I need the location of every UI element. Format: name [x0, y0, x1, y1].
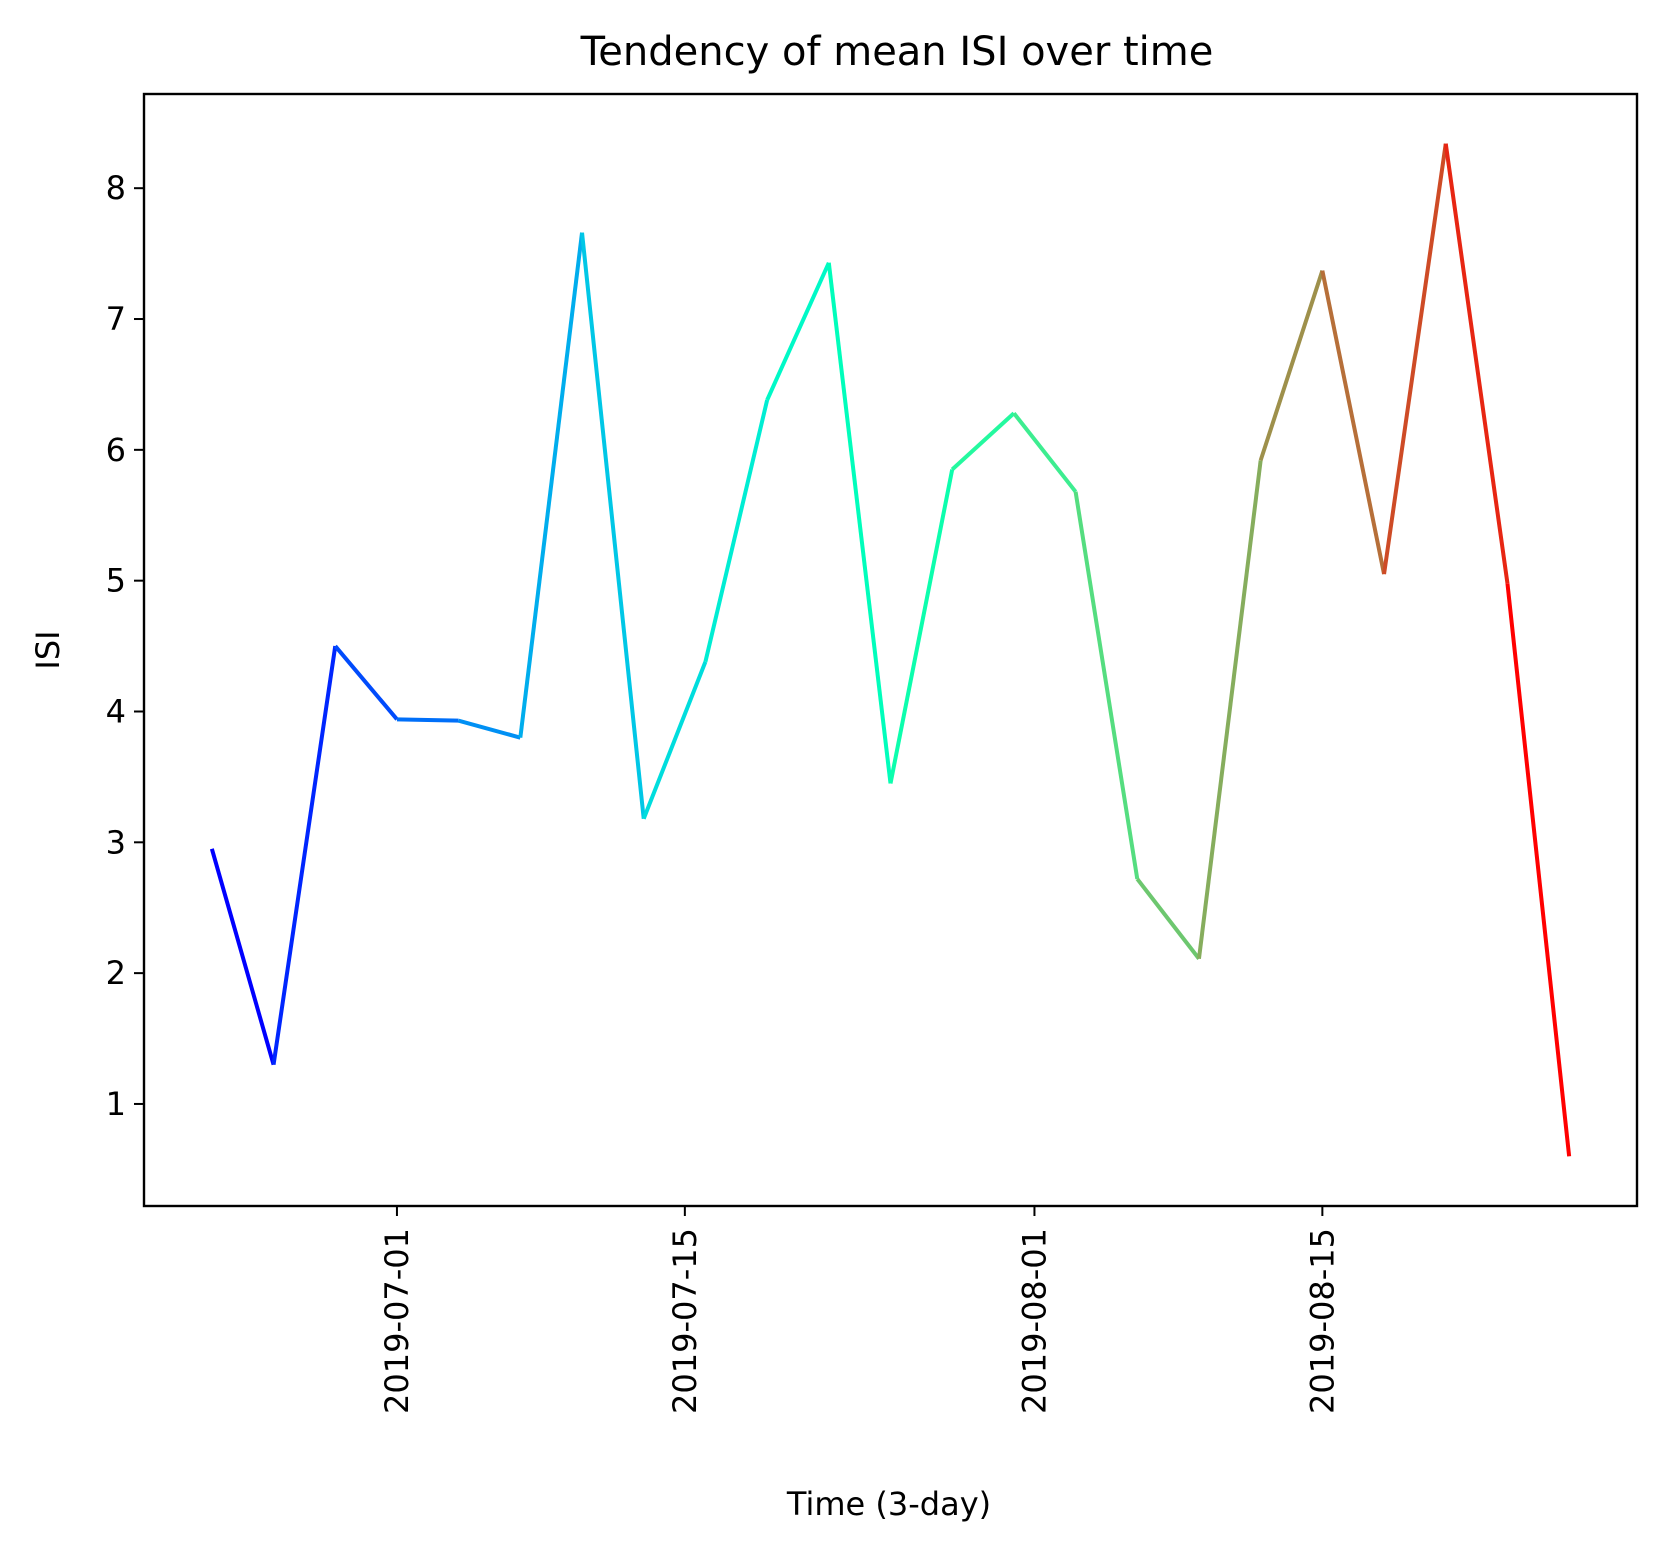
series-line-segment: [1073, 491, 1140, 880]
y-tick-label: 3: [106, 823, 126, 861]
series-line-segment: [950, 411, 1016, 471]
y-tick-label: 7: [106, 300, 126, 338]
series-line-segment: [396, 717, 459, 723]
series-line-segment: [703, 399, 770, 663]
series-line-segment: [1382, 143, 1448, 575]
series-line-segment: [580, 232, 646, 819]
series-line-segment: [333, 644, 399, 721]
x-tick-label: 2019-07-01: [378, 1228, 416, 1414]
y-tick-label: 1: [106, 1085, 126, 1123]
y-axis-label: ISI: [29, 630, 67, 669]
series-line-segment: [765, 261, 831, 401]
series-line-segment: [641, 661, 708, 820]
series-layer: [209, 143, 1572, 1157]
y-tick-label: 5: [106, 562, 126, 600]
series-line-segment: [271, 645, 338, 1066]
x-axis: 2019-07-01 2019-07-15 2019-08-01 2019-08-15: [378, 1206, 1341, 1414]
series-line-segment: [1443, 143, 1510, 584]
series-line-segment: [209, 848, 276, 1066]
x-axis-label: Time (3-day): [786, 1485, 991, 1523]
series-line-segment: [458, 718, 521, 740]
series-line-segment: [826, 262, 893, 784]
x-tick-label: 2019-08-01: [1015, 1228, 1053, 1414]
series-line-segment: [1135, 877, 1201, 960]
series-line-segment: [1196, 460, 1263, 959]
x-tick-label: 2019-07-15: [666, 1228, 704, 1414]
series-line-segment: [518, 232, 585, 738]
y-tick-label: 2: [106, 954, 126, 992]
y-axis: 1 2 3 4 5 6 7 8: [106, 169, 144, 1123]
series-line-segment: [1505, 583, 1572, 1157]
chart-title: Tendency of mean ISI over time: [580, 29, 1214, 75]
series-line-segment: [1012, 411, 1078, 493]
series-line-segment: [1320, 270, 1387, 575]
x-tick-label: 2019-08-15: [1303, 1228, 1341, 1414]
series-line-segment: [1258, 269, 1325, 461]
y-tick-label: 4: [106, 692, 126, 730]
y-tick-label: 6: [106, 431, 126, 469]
series-line-segment: [888, 469, 955, 784]
plot-area-frame: [142, 92, 1639, 1208]
y-tick-label: 8: [106, 169, 126, 207]
